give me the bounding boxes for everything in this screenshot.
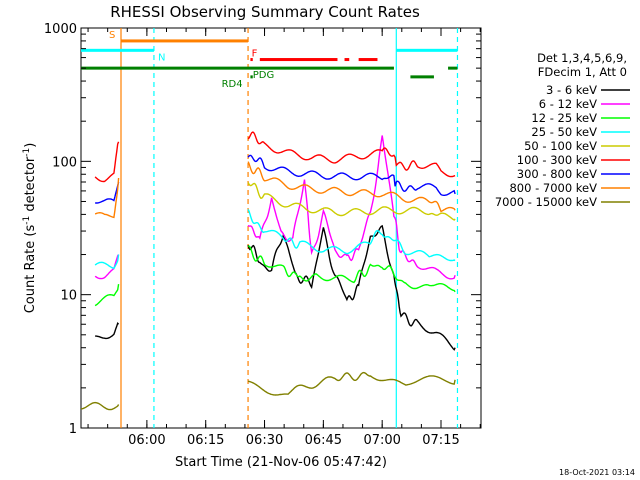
y-axis-label: Count Rate (s-1 detector-1) bbox=[22, 143, 38, 314]
legend-label: 3 - 6 keV bbox=[546, 83, 597, 97]
series-12-25-kev bbox=[94, 245, 456, 307]
status-label-s: S bbox=[109, 30, 115, 41]
legend-item-25-50-kev: 25 - 50 keV bbox=[531, 125, 630, 139]
x-axis-label: Start Time (21-Nov-06 05:47:42) bbox=[175, 455, 387, 470]
x-tick-label: 07:00 bbox=[363, 433, 400, 448]
status-label-rd4: RD4 bbox=[222, 79, 243, 90]
series-300-800-kev bbox=[95, 154, 456, 204]
series-25-50-kev-segment-2 bbox=[247, 209, 456, 262]
timestamp: 18-Oct-2021 03:14 bbox=[559, 468, 635, 477]
status-bar-f-range-2 bbox=[259, 58, 338, 62]
series-100-300-kev bbox=[94, 131, 456, 183]
legend-label: 300 - 800 keV bbox=[517, 167, 597, 181]
legend-item-300-800-kev: 300 - 800 keV bbox=[517, 167, 630, 181]
y-tick-label: 100 bbox=[52, 155, 77, 170]
status-label-f: F bbox=[252, 49, 258, 60]
series-6-12-kev-segment-2 bbox=[247, 135, 456, 280]
legend-label: 25 - 50 keV bbox=[531, 125, 597, 139]
status-bar-n-range-2 bbox=[396, 48, 458, 52]
plot-area: S N F PDG RD4 06:00 06:15 06:30 06:45 07:00 07:15… bbox=[44, 22, 482, 448]
series-50-100-kev-segment-1 bbox=[247, 182, 456, 221]
series-12-25-kev-segment-2 bbox=[248, 245, 456, 293]
legend-label: 12 - 25 keV bbox=[531, 111, 597, 125]
status-bar-n-range-1 bbox=[81, 48, 154, 52]
chart-title: RHESSI Observing Summary Count Rates bbox=[110, 3, 420, 21]
status-bar-f-range-1 bbox=[250, 58, 253, 62]
legend-item-800-7000-kev: 800 - 7000 keV bbox=[509, 181, 630, 195]
series-25-50-kev-segment-1 bbox=[94, 254, 120, 270]
status-bar-f-range-3 bbox=[344, 58, 350, 62]
legend-item-3-6-kev: 3 - 6 keV bbox=[546, 83, 630, 97]
y-label-exp: -1 bbox=[22, 216, 32, 225]
series-100-300-kev-segment-2 bbox=[247, 131, 456, 178]
x-tick-label: 06:30 bbox=[246, 433, 283, 448]
status-bar-f: F bbox=[250, 49, 378, 62]
plot-frame bbox=[80, 27, 482, 429]
status-bar-s-range-1 bbox=[121, 39, 249, 43]
series-6-12-kev bbox=[94, 135, 456, 280]
legend-label: 7000 - 15000 keV bbox=[495, 195, 597, 209]
legend-item-12-25-kev: 12 - 25 keV bbox=[531, 111, 630, 125]
legend-label: 6 - 12 keV bbox=[539, 97, 597, 111]
legend-item-100-300-kev: 100 - 300 keV bbox=[517, 153, 630, 167]
status-bar-pdg-range-2 bbox=[448, 66, 458, 70]
series-3-6-kev-segment-2 bbox=[247, 224, 456, 351]
series-100-300-kev-segment-1 bbox=[94, 141, 120, 183]
legend-item-6-12-kev: 6 - 12 keV bbox=[539, 97, 630, 111]
legend-label: 800 - 7000 keV bbox=[509, 181, 597, 195]
series-12-25-kev-segment-1 bbox=[94, 283, 120, 307]
status-bar-s: S bbox=[109, 30, 249, 43]
legend-label: 100 - 300 keV bbox=[517, 153, 597, 167]
x-tick-label: 06:00 bbox=[128, 433, 165, 448]
legend-header-line-1: Det 1,3,4,5,6,9, bbox=[537, 51, 627, 65]
legend-item-7000-15000-kev: 7000 - 15000 keV bbox=[495, 195, 630, 209]
status-bar-rd4-range-2 bbox=[250, 75, 253, 79]
series-300-800-kev-segment-2 bbox=[247, 154, 456, 197]
y-label-suffix: detector bbox=[23, 156, 38, 216]
legend-item-50-100-kev: 50 - 100 keV bbox=[524, 139, 630, 153]
y-label-exp2: -1 bbox=[22, 148, 32, 157]
series-7000-15000-kev-segment-2 bbox=[247, 371, 456, 396]
series-800-7000-kev-segment-2 bbox=[247, 161, 456, 213]
status-label-n: N bbox=[158, 52, 165, 63]
series-7000-15000-kev-segment-1 bbox=[81, 401, 120, 411]
series-300-800-kev-segment-1 bbox=[95, 181, 120, 204]
status-bar-pdg-range-1 bbox=[81, 66, 394, 70]
status-label-pdg: PDG bbox=[253, 70, 274, 81]
y-tick-label: 1000 bbox=[44, 22, 77, 37]
legend-header-line-2: FDecim 1, Att 0 bbox=[538, 65, 627, 79]
y-tick-label: 10 bbox=[60, 289, 77, 304]
x-tick-label: 06:15 bbox=[187, 433, 224, 448]
x-tick-label: 06:45 bbox=[305, 433, 342, 448]
series-800-7000-kev bbox=[94, 161, 456, 219]
status-bar-f-range-4 bbox=[358, 58, 378, 62]
x-tick-label: 07:15 bbox=[422, 433, 459, 448]
status-bar-rd4: RD4 bbox=[222, 75, 434, 90]
status-bar-pdg: PDG bbox=[81, 66, 458, 81]
series-25-50-kev bbox=[94, 209, 456, 270]
y-tick-label: 1 bbox=[69, 422, 77, 437]
status-bar-rd4-range-1 bbox=[410, 75, 434, 79]
series-3-6-kev-segment-1 bbox=[95, 322, 120, 340]
y-label-close: ) bbox=[23, 143, 38, 148]
series-50-100-kev bbox=[247, 182, 456, 221]
status-bar-n: N bbox=[81, 48, 458, 63]
series-7000-15000-kev bbox=[81, 371, 456, 411]
legend-label: 50 - 100 keV bbox=[524, 139, 597, 153]
y-label-prefix: Count Rate (s bbox=[23, 225, 38, 314]
legend: Det 1,3,4,5,6,9, FDecim 1, Att 0 3 - 6 k… bbox=[495, 51, 630, 209]
series-800-7000-kev-segment-1 bbox=[94, 177, 120, 219]
